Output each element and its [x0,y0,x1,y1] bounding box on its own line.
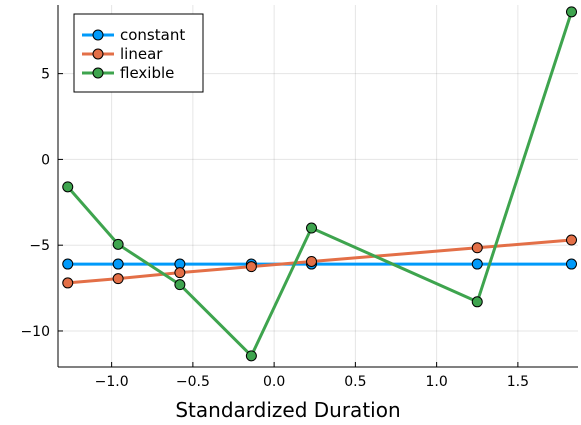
x-tick-label: 0.0 [263,374,285,390]
x-tick-label: −1.0 [95,374,129,390]
data-point-flexible [567,7,577,17]
legend-label: constant [120,26,185,44]
data-point-flexible [307,223,317,233]
legend-label: flexible [120,64,174,82]
data-point-linear [567,235,577,245]
data-point-flexible [472,297,482,307]
data-point-flexible [113,239,123,249]
series-linear [63,235,577,288]
data-point-linear [472,243,482,253]
data-point-flexible [175,280,185,290]
y-tick-label: −5 [29,238,50,254]
y-tick-label: 0 [41,152,50,168]
data-point-constant [63,259,73,269]
legend-marker [93,30,103,40]
data-point-constant [472,259,482,269]
data-point-constant [567,259,577,269]
tick-labels: −1.0 −0.5 0.0 0.5 1.0 1.5 −10 −5 0 5 [20,67,529,390]
x-tick-label: 1.0 [425,374,447,390]
y-tick-label: −10 [20,324,50,340]
legend-marker [93,49,103,59]
data-point-linear [175,268,185,278]
data-point-linear [307,256,317,266]
x-tick-label: −0.5 [176,374,210,390]
data-point-linear [63,278,73,288]
x-tick-label: 1.5 [507,374,529,390]
y-tick-label: 5 [41,67,50,83]
data-point-flexible [246,351,256,361]
data-point-constant [113,259,123,269]
data-point-linear [246,262,256,272]
data-point-linear [113,274,123,284]
legend-marker [93,68,103,78]
legend-label: linear [120,45,163,63]
x-axis-label: Standardized Duration [175,398,400,422]
x-tick-label: 0.5 [344,374,366,390]
data-point-flexible [63,182,73,192]
